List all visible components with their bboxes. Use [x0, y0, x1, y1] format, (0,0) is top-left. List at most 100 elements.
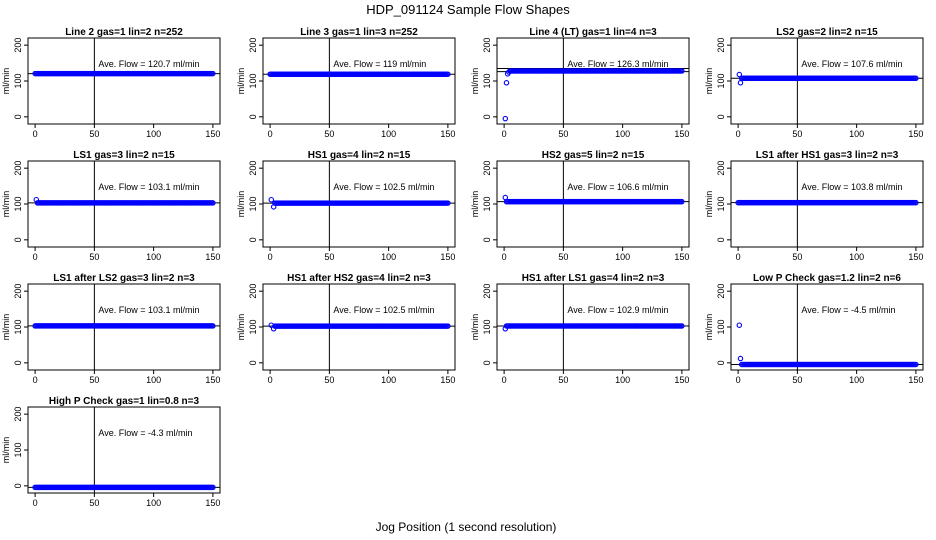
average-flow-annotation: Ave. Flow = 126.3 ml/min [567, 59, 668, 69]
y-axis-label: ml/min [236, 191, 246, 218]
x-tick-label: 150 [908, 252, 923, 262]
x-tick-label: 0 [736, 129, 741, 139]
x-tick-label: 50 [558, 129, 568, 139]
data-point [679, 68, 685, 74]
data-points [268, 322, 451, 332]
panel-5: LS1 gas=3 lin=2 n=15 ml/min 0 50 100 150 0 100 2… [1, 150, 221, 262]
average-flow-annotation: Ave. Flow = 103.1 ml/min [98, 182, 199, 192]
panel-4: LS2 gas=2 lin=2 n=15 ml/min 0 50 100 150 0 100 2… [704, 27, 924, 139]
x-tick-label: 150 [440, 252, 455, 262]
x-tick-label: 50 [89, 252, 99, 262]
y-tick-label: 200 [248, 284, 258, 299]
x-tick-label: 100 [146, 129, 161, 139]
y-tick-label: 200 [13, 284, 23, 299]
x-tick-label: 50 [558, 375, 568, 385]
data-points [736, 322, 919, 368]
x-tick-label: 50 [324, 129, 334, 139]
panel-2: Line 3 gas=1 lin=3 n=252 ml/min 0 50 100 150 0… [236, 27, 456, 139]
average-flow-annotation: Ave. Flow = 103.1 ml/min [98, 305, 199, 315]
x-tick-label: 150 [908, 129, 923, 139]
y-tick-label: 0 [248, 114, 258, 119]
panel-title: LS1 after LS2 gas=3 lin=2 n=3 [53, 273, 195, 284]
data-point [736, 322, 743, 328]
x-tick-label: 0 [502, 252, 507, 262]
x-tick-label: 100 [849, 375, 864, 385]
y-tick-label: 0 [482, 360, 492, 365]
average-flow-annotation: Ave. Flow = 102.9 ml/min [567, 305, 668, 315]
panel-title: LS1 gas=3 lin=2 n=15 [73, 150, 175, 161]
panel-title: High P Check gas=1 lin=0.8 n=3 [49, 396, 200, 407]
y-tick-label: 0 [248, 237, 258, 242]
x-tick-label: 50 [89, 498, 99, 508]
data-points [502, 68, 685, 122]
x-tick-label: 150 [674, 375, 689, 385]
panel-10: HS1 after HS2 gas=4 lin=2 n=3 ml/min 0 50 10… [236, 273, 456, 385]
x-tick-label: 150 [440, 375, 455, 385]
x-tick-label: 100 [849, 252, 864, 262]
x-tick-label: 150 [674, 129, 689, 139]
y-tick-label: 200 [482, 284, 492, 299]
y-tick-label: 100 [13, 73, 23, 88]
x-tick-label: 100 [615, 129, 630, 139]
panels: Line 2 gas=1 lin=2 n=252 ml/min 0 50 100 150 0… [1, 27, 924, 508]
data-point [913, 75, 919, 82]
y-axis-label: ml/min [470, 191, 480, 218]
data-point [445, 71, 451, 77]
panel-6: HS1 gas=4 lin=2 n=15 ml/min 0 50 100 150 0 100 2… [236, 150, 456, 262]
plot-frame [27, 37, 221, 125]
y-axis-label: ml/min [704, 68, 714, 95]
x-tick-label: 0 [33, 498, 38, 508]
panel-12: Low P Check gas=1.2 lin=2 n=6 ml/min 0 50 10… [704, 273, 924, 385]
data-points [268, 196, 451, 210]
y-tick-label: 100 [248, 196, 258, 211]
data-point [502, 115, 509, 122]
x-tick-label: 50 [89, 129, 99, 139]
data-point [736, 71, 743, 78]
data-points [32, 323, 216, 329]
average-flow-annotation: Ave. Flow = 120.7 ml/min [98, 59, 199, 69]
x-tick-label: 50 [792, 375, 802, 385]
x-tick-label: 50 [89, 375, 99, 385]
panel-title: LS2 gas=2 lin=2 n=15 [776, 27, 878, 38]
x-tick-label: 50 [324, 252, 334, 262]
data-point [506, 69, 512, 75]
y-axis-label: ml/min [1, 437, 11, 464]
panel-11: HS1 after LS1 gas=4 lin=2 n=3 ml/min 0 50 10… [470, 273, 690, 385]
y-tick-label: 0 [716, 360, 726, 365]
x-tick-label: 100 [146, 498, 161, 508]
x-tick-label: 0 [33, 375, 38, 385]
data-point [679, 198, 685, 205]
x-tick-label: 0 [736, 252, 741, 262]
data-point [210, 200, 216, 206]
x-tick-label: 100 [849, 129, 864, 139]
panel-title: HS2 gas=5 lin=2 n=15 [542, 150, 645, 161]
data-point [913, 361, 919, 368]
x-tick-label: 0 [268, 252, 273, 262]
data-point [270, 326, 277, 332]
y-axis-label: ml/min [1, 191, 11, 218]
x-tick-label: 150 [908, 375, 923, 385]
y-tick-label: 0 [248, 360, 258, 365]
y-tick-label: 200 [482, 161, 492, 176]
x-tick-label: 50 [792, 129, 802, 139]
x-tick-label: 150 [205, 498, 220, 508]
data-point [913, 199, 919, 206]
y-tick-label: 0 [482, 237, 492, 242]
y-tick-label: 0 [482, 114, 492, 119]
x-tick-label: 150 [205, 252, 220, 262]
y-tick-label: 100 [482, 196, 492, 211]
panel-1: Line 2 gas=1 lin=2 n=252 ml/min 0 50 100 150 0… [1, 27, 221, 139]
data-point [210, 484, 216, 491]
y-tick-label: 200 [716, 284, 726, 299]
y-tick-label: 0 [716, 237, 726, 242]
y-tick-label: 0 [716, 114, 726, 119]
figure-title: HDP_091124 Sample Flow Shapes [366, 2, 570, 17]
y-tick-label: 100 [248, 319, 258, 334]
y-axis-label: ml/min [470, 68, 480, 95]
data-points [32, 70, 216, 77]
average-flow-annotation: Ave. Flow = 107.6 ml/min [801, 59, 902, 69]
y-tick-label: 200 [482, 38, 492, 53]
x-tick-label: 50 [324, 375, 334, 385]
x-tick-label: 0 [268, 375, 273, 385]
